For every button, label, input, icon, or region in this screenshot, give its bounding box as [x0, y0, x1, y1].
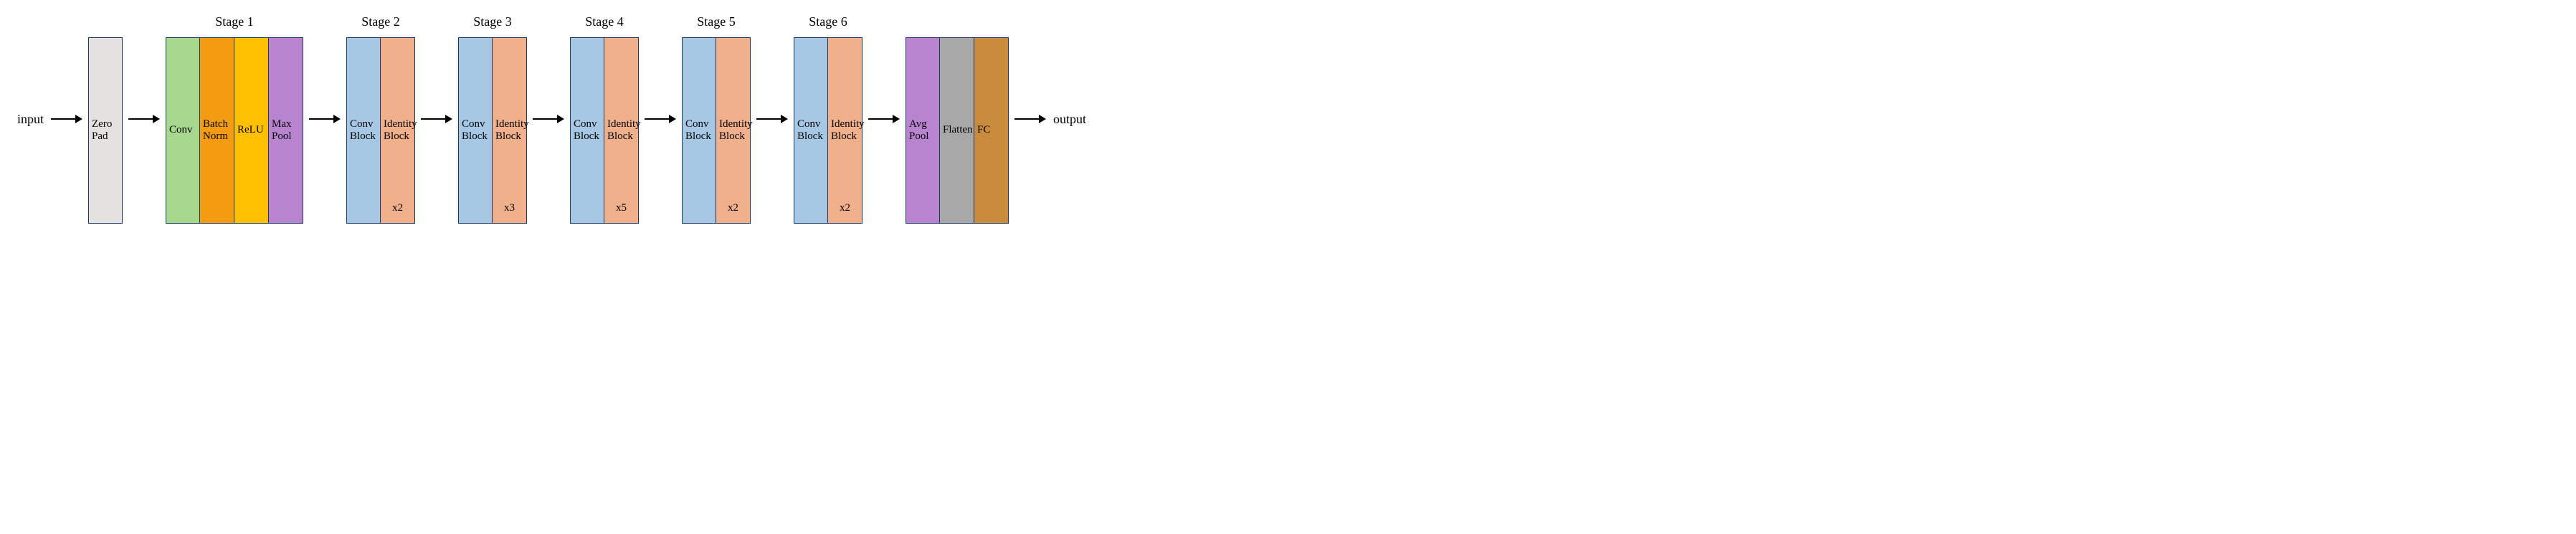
layer-block-relu: ReLU	[234, 37, 269, 224]
stage-title	[950, 14, 964, 33]
layer-label: Flatten	[943, 124, 973, 136]
layer-block-batchNorm: BatchNorm	[200, 37, 234, 224]
layer-label: ConvBlock	[462, 118, 488, 143]
stage-group-5: Stage 5 ConvBlock IdentityBlock x2	[682, 14, 751, 224]
arrow-icon	[1014, 112, 1046, 126]
arrow-icon	[421, 112, 452, 126]
stage-title	[98, 14, 113, 33]
layer-label: IdentityBlock	[719, 118, 753, 143]
layer-label: IdentityBlock	[495, 118, 529, 143]
layer-label: Conv	[169, 124, 193, 136]
layer-block-identityBlock: IdentityBlock x3	[493, 37, 527, 224]
layer-block-zeroPad: ZeroPad	[88, 37, 123, 224]
block-row: ConvBlock IdentityBlock x2	[346, 37, 415, 224]
layer-label: ZeroPad	[92, 118, 112, 143]
repeat-count: x2	[381, 202, 414, 214]
layer-label: IdentityBlock	[384, 118, 417, 143]
repeat-count: x5	[604, 202, 638, 214]
arrow-icon	[51, 112, 82, 126]
layer-label: AvgPool	[909, 118, 929, 143]
block-group-7: AvgPool Flatten FC	[906, 14, 1009, 224]
layer-block-identityBlock: IdentityBlock x2	[381, 37, 415, 224]
repeat-count: x3	[493, 202, 526, 214]
layer-block-conv: Conv	[166, 37, 200, 224]
stage-group-1: Stage 1 Conv BatchNorm ReLU MaxPool	[166, 14, 303, 224]
arrow-icon	[533, 112, 564, 126]
repeat-count: x2	[716, 202, 750, 214]
layer-label: ConvBlock	[797, 118, 823, 143]
stage-group-6: Stage 6 ConvBlock IdentityBlock x2	[794, 14, 862, 224]
layer-block-convBlock: ConvBlock	[346, 37, 381, 224]
stage-title: Stage 3	[473, 14, 512, 33]
block-group-0: ZeroPad	[88, 14, 123, 224]
layer-label: ConvBlock	[350, 118, 376, 143]
stage-group-2: Stage 2 ConvBlock IdentityBlock x2	[346, 14, 415, 224]
layer-label: ConvBlock	[574, 118, 599, 143]
layer-block-convBlock: ConvBlock	[794, 37, 828, 224]
block-row: ConvBlock IdentityBlock x3	[458, 37, 527, 224]
layer-label: MaxPool	[272, 118, 292, 143]
network-diagram: input ZeroPad Stage 1 Conv BatchNorm ReLU Max…	[14, 14, 2562, 224]
stage-title: Stage 5	[697, 14, 736, 33]
layer-label: FC	[977, 124, 990, 136]
stage-title: Stage 1	[215, 14, 254, 33]
layer-label: ConvBlock	[685, 118, 711, 143]
layer-block-identityBlock: IdentityBlock x5	[604, 37, 639, 224]
arrow-icon	[645, 112, 676, 126]
stage-title: Stage 4	[585, 14, 624, 33]
layer-block-flatten: Flatten	[940, 37, 974, 224]
arrow-icon	[868, 112, 900, 126]
stage-title: Stage 2	[361, 14, 400, 33]
output-label: output	[1053, 112, 1086, 127]
stage-group-4: Stage 4 ConvBlock IdentityBlock x5	[570, 14, 639, 224]
layer-block-convBlock: ConvBlock	[458, 37, 493, 224]
stage-group-3: Stage 3 ConvBlock IdentityBlock x3	[458, 14, 527, 224]
block-row: ZeroPad	[88, 37, 123, 224]
block-row: ConvBlock IdentityBlock x2	[682, 37, 751, 224]
repeat-count: x2	[828, 202, 862, 214]
layer-label: ReLU	[237, 124, 264, 136]
layer-block-avgPool: AvgPool	[906, 37, 940, 224]
block-row: ConvBlock IdentityBlock x5	[570, 37, 639, 224]
block-row: ConvBlock IdentityBlock x2	[794, 37, 862, 224]
layer-block-convBlock: ConvBlock	[682, 37, 716, 224]
arrow-icon	[756, 112, 788, 126]
layer-label: IdentityBlock	[607, 118, 641, 143]
layer-label: IdentityBlock	[831, 118, 865, 143]
arrow-icon	[128, 112, 160, 126]
arrow-icon	[309, 112, 341, 126]
layer-block-identityBlock: IdentityBlock x2	[828, 37, 862, 224]
block-row: AvgPool Flatten FC	[906, 37, 1009, 224]
layer-block-maxPool: MaxPool	[269, 37, 303, 224]
layer-block-identityBlock: IdentityBlock x2	[716, 37, 751, 224]
block-row: Conv BatchNorm ReLU MaxPool	[166, 37, 303, 224]
layer-block-convBlock: ConvBlock	[570, 37, 604, 224]
stage-title: Stage 6	[809, 14, 847, 33]
layer-block-fc: FC	[974, 37, 1009, 224]
input-label: input	[17, 112, 44, 127]
layer-label: BatchNorm	[203, 118, 228, 143]
